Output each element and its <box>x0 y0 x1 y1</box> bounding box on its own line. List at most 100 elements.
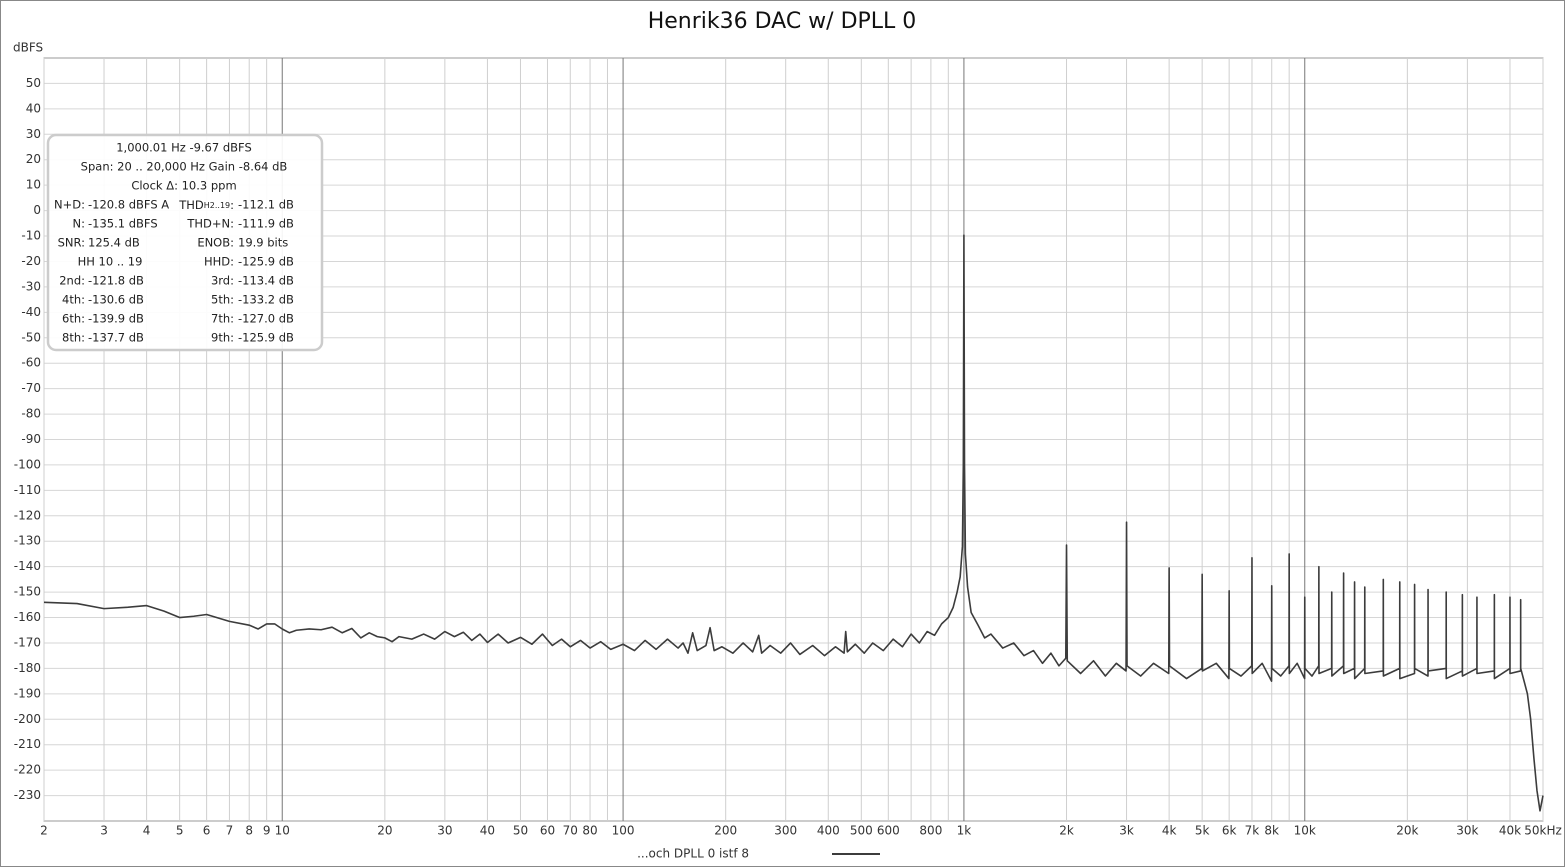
y-tick-label: -160 <box>14 610 41 624</box>
legend-label: ...och DPLL 0 istf 8 <box>637 847 749 861</box>
x-tick-label: 8k <box>1264 824 1279 838</box>
y-tick-label: -130 <box>14 534 41 548</box>
x-tick-label: 30 <box>437 824 452 838</box>
x-tick-label: 5k <box>1195 824 1210 838</box>
x-tick-label: 10 <box>275 824 290 838</box>
x-tick-label: 50 <box>513 824 528 838</box>
x-tick-label: 400 <box>817 824 840 838</box>
x-tick-label: 40k <box>1499 824 1521 838</box>
info-key-part: H2..19 <box>204 201 230 210</box>
y-tick-label: 50 <box>26 76 41 90</box>
x-tick-label: 6 <box>203 824 211 838</box>
x-tick-label: 4k <box>1162 824 1177 838</box>
y-tick-label: -70 <box>21 381 41 395</box>
y-tick-label: 40 <box>26 101 41 115</box>
info-key: 2nd: <box>59 274 85 288</box>
info-key: N+D: <box>54 198 85 212</box>
info-line: Span: 20 .. 20,000 Hz Gain -8.64 dB <box>81 160 288 174</box>
x-tick-label: 50kHz <box>1524 824 1562 838</box>
x-tick-label: 800 <box>919 824 942 838</box>
y-tick-label: -120 <box>14 508 41 522</box>
info-value: -125.9 dB <box>238 331 294 345</box>
x-tick-label: 30k <box>1456 824 1478 838</box>
x-tick-label: 100 <box>612 824 635 838</box>
info-value: -120.8 dBFS A <box>88 198 169 212</box>
x-tick-label: 9 <box>263 824 271 838</box>
y-tick-label: -140 <box>14 559 41 573</box>
x-tick-label: 3k <box>1119 824 1134 838</box>
series-line <box>43 234 1544 812</box>
x-tick-label: 8 <box>245 824 253 838</box>
info-key: HH 10 .. 19 <box>78 255 143 269</box>
y-tick-label: -30 <box>21 279 41 293</box>
y-tick-label: -50 <box>21 330 41 344</box>
y-tick-label: 20 <box>26 152 41 166</box>
info-value: -127.0 dB <box>238 312 294 326</box>
info-value: -130.6 dB <box>88 293 144 307</box>
info-value: -125.9 dB <box>238 255 294 269</box>
x-tick-label: 2k <box>1059 824 1074 838</box>
info-key: THD+N: <box>186 217 234 231</box>
x-tick-label: 60 <box>540 824 555 838</box>
y-tick-label: -40 <box>21 305 41 319</box>
y-tick-label: -110 <box>14 483 41 497</box>
y-tick-label: -190 <box>14 686 41 700</box>
x-tick-label: 70 <box>563 824 578 838</box>
info-key: THDH2..19: <box>178 198 234 212</box>
x-tick-label: 7k <box>1245 824 1260 838</box>
y-tick-label: -20 <box>21 254 41 268</box>
y-tick-label: 0 <box>33 203 41 217</box>
x-tick-label: 80 <box>582 824 597 838</box>
info-value: 19.9 bits <box>238 236 288 250</box>
x-tick-label: 500 <box>850 824 873 838</box>
info-key-part: THD <box>178 198 204 212</box>
x-tick-label: 20 <box>377 824 392 838</box>
info-key: 8th: <box>62 331 85 345</box>
info-key: N: <box>73 217 85 231</box>
info-key-part: : <box>230 198 234 212</box>
info-line: 1,000.01 Hz -9.67 dBFS <box>116 141 252 155</box>
x-tick-label: 300 <box>774 824 797 838</box>
x-tick-label: 5 <box>176 824 184 838</box>
y-tick-label: 30 <box>26 127 41 141</box>
x-tick-label: 600 <box>877 824 900 838</box>
info-key: 5th: <box>211 293 234 307</box>
y-tick-label: -100 <box>14 457 41 471</box>
y-tick-label: -150 <box>14 585 41 599</box>
info-value: -139.9 dB <box>88 312 144 326</box>
info-value: -137.7 dB <box>88 331 144 345</box>
x-tick-label: 1k <box>957 824 972 838</box>
x-tick-label: 6k <box>1222 824 1237 838</box>
chart-title: Henrik36 DAC w/ DPLL 0 <box>648 9 917 34</box>
info-box-frame <box>46 133 324 352</box>
x-tick-label: 2 <box>40 824 48 838</box>
info-value: -112.1 dB <box>238 198 294 212</box>
plot <box>43 234 1544 812</box>
info-key: 3rd: <box>211 274 234 288</box>
y-tick-label: -60 <box>21 356 41 370</box>
info-value: -135.1 dBFS <box>88 217 158 231</box>
y-tick-label: -220 <box>14 763 41 777</box>
info-key: ENOB: <box>197 236 234 250</box>
info-value: -111.9 dB <box>238 217 294 231</box>
legend: ...och DPLL 0 istf 8 <box>637 847 880 861</box>
info-key: SNR: <box>58 236 85 250</box>
x-tick-label: 20k <box>1396 824 1418 838</box>
info-key: 9th: <box>211 331 234 345</box>
info-key: 6th: <box>62 312 85 326</box>
info-key: 7th: <box>211 312 234 326</box>
y-tick-label: -170 <box>14 635 41 649</box>
x-tick-label: 3 <box>100 824 108 838</box>
info-key: 4th: <box>62 293 85 307</box>
y-tick-label: -80 <box>21 407 41 421</box>
info-value: -113.4 dB <box>238 274 294 288</box>
x-tick-label: 200 <box>714 824 737 838</box>
y-tick-label: -230 <box>14 788 41 802</box>
x-tick-label: 7 <box>226 824 234 838</box>
x-tick-label: 4 <box>143 824 151 838</box>
y-tick-label: -180 <box>14 661 41 675</box>
x-tick-label: 40 <box>480 824 495 838</box>
info-value: -133.2 dB <box>238 293 294 307</box>
